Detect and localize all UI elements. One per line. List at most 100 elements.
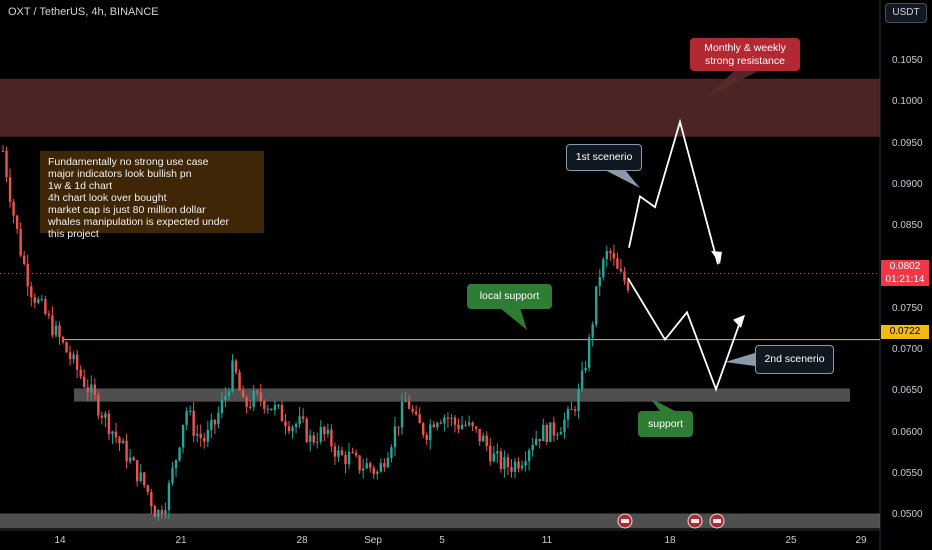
- time-tick: 14: [54, 535, 66, 546]
- candle-body: [199, 433, 202, 438]
- candle-body: [111, 431, 114, 435]
- candle-body: [153, 506, 157, 518]
- resistance-zone: [0, 78, 880, 137]
- candle-body: [312, 435, 315, 443]
- candle-body: [492, 453, 496, 462]
- price-tick: 0.0550: [892, 468, 923, 479]
- candle-body: [107, 413, 111, 435]
- candle-body: [86, 386, 89, 393]
- candle-body: [510, 467, 513, 472]
- candle-body: [376, 471, 379, 474]
- price-tick: 0.0750: [892, 303, 923, 314]
- candle-body: [559, 431, 563, 435]
- candle-body: [37, 299, 40, 303]
- candle-body: [185, 411, 188, 425]
- time-tick: 21: [175, 535, 187, 546]
- time-tick: 11: [541, 535, 553, 546]
- candle-body: [354, 452, 358, 456]
- candle-body: [580, 370, 584, 390]
- support-pointer: [650, 398, 675, 411]
- local-support-pointer: [500, 308, 527, 330]
- local-support-callout[interactable]: local support: [467, 284, 552, 309]
- candle-body: [499, 451, 503, 469]
- candle-body: [421, 423, 425, 435]
- time-tick: Sep: [364, 535, 382, 546]
- candle-body: [330, 429, 333, 447]
- note-line: 4h chart look over bought: [48, 192, 167, 205]
- candle-body: [160, 510, 164, 515]
- note-line: 1w & 1d chart: [48, 180, 113, 193]
- candle-body: [365, 463, 368, 469]
- candle-body: [591, 324, 594, 338]
- candle-body: [227, 391, 231, 396]
- candle-body: [224, 395, 227, 400]
- candle-body: [393, 426, 397, 448]
- candle-body: [8, 177, 12, 202]
- candle-body: [280, 404, 284, 422]
- candle-body: [248, 406, 252, 408]
- note-line: whales manipulation is expected under: [48, 216, 229, 229]
- candle-body: [552, 422, 556, 436]
- candle-body: [54, 325, 58, 336]
- time-tick: 29: [855, 535, 867, 546]
- candle-body: [294, 424, 298, 428]
- candle-body: [577, 389, 580, 411]
- candle-body: [47, 313, 51, 316]
- resistance-callout[interactable]: Monthly & weekly strong resistance: [690, 38, 800, 71]
- candle-body: [545, 424, 548, 442]
- candle-body: [192, 410, 195, 436]
- candle-body: [587, 337, 591, 368]
- candle-body: [538, 438, 541, 442]
- candle-body: [118, 437, 121, 444]
- candle-body: [305, 418, 308, 442]
- candle-body: [531, 445, 534, 451]
- candle-body: [404, 401, 407, 403]
- candle-body: [188, 410, 192, 412]
- candle-body: [79, 369, 82, 377]
- candle-body: [323, 426, 326, 435]
- candle-body: [259, 392, 262, 401]
- candle-body: [326, 429, 330, 435]
- candle-body: [12, 201, 15, 216]
- support-callout[interactable]: support: [638, 411, 693, 437]
- candle-body: [605, 251, 609, 260]
- candle-body: [121, 440, 125, 444]
- candle-body: [83, 376, 86, 387]
- candle-body: [383, 463, 386, 468]
- second-scenario-path: [627, 277, 743, 392]
- candle-body: [425, 434, 428, 440]
- second-scenario-callout[interactable]: 2nd scenerio: [755, 345, 834, 374]
- note-line: this project: [48, 228, 99, 241]
- candle-body: [351, 452, 354, 454]
- candle-body: [125, 440, 128, 462]
- candle-body: [485, 435, 488, 446]
- candle-body: [167, 483, 171, 511]
- candle-body: [97, 395, 100, 416]
- candle-body: [139, 472, 142, 482]
- price-tick: 0.0650: [892, 385, 923, 396]
- candle-body: [436, 422, 439, 428]
- candle-body: [446, 417, 450, 419]
- candle-body: [44, 299, 47, 314]
- candle-body: [256, 391, 259, 393]
- candle-body: [520, 465, 524, 469]
- candle-body: [563, 419, 566, 432]
- currency-button[interactable]: USDT: [885, 3, 927, 23]
- candle-body: [556, 434, 559, 436]
- candle-body: [482, 435, 485, 442]
- candle-body: [344, 454, 347, 465]
- candle-body: [453, 417, 457, 425]
- candle-body: [196, 433, 199, 436]
- candle-body: [411, 408, 414, 412]
- candle-body: [217, 412, 220, 425]
- candle-body: [72, 354, 75, 360]
- candle-body: [19, 228, 22, 256]
- candle-body: [513, 461, 517, 472]
- candle-body: [506, 457, 510, 468]
- first-scenario-callout[interactable]: 1st scenerio: [566, 144, 642, 171]
- bar-countdown: 01:21:14: [885, 274, 925, 285]
- candle-body: [369, 463, 372, 468]
- candle-body: [598, 277, 601, 287]
- candle-body: [432, 424, 435, 428]
